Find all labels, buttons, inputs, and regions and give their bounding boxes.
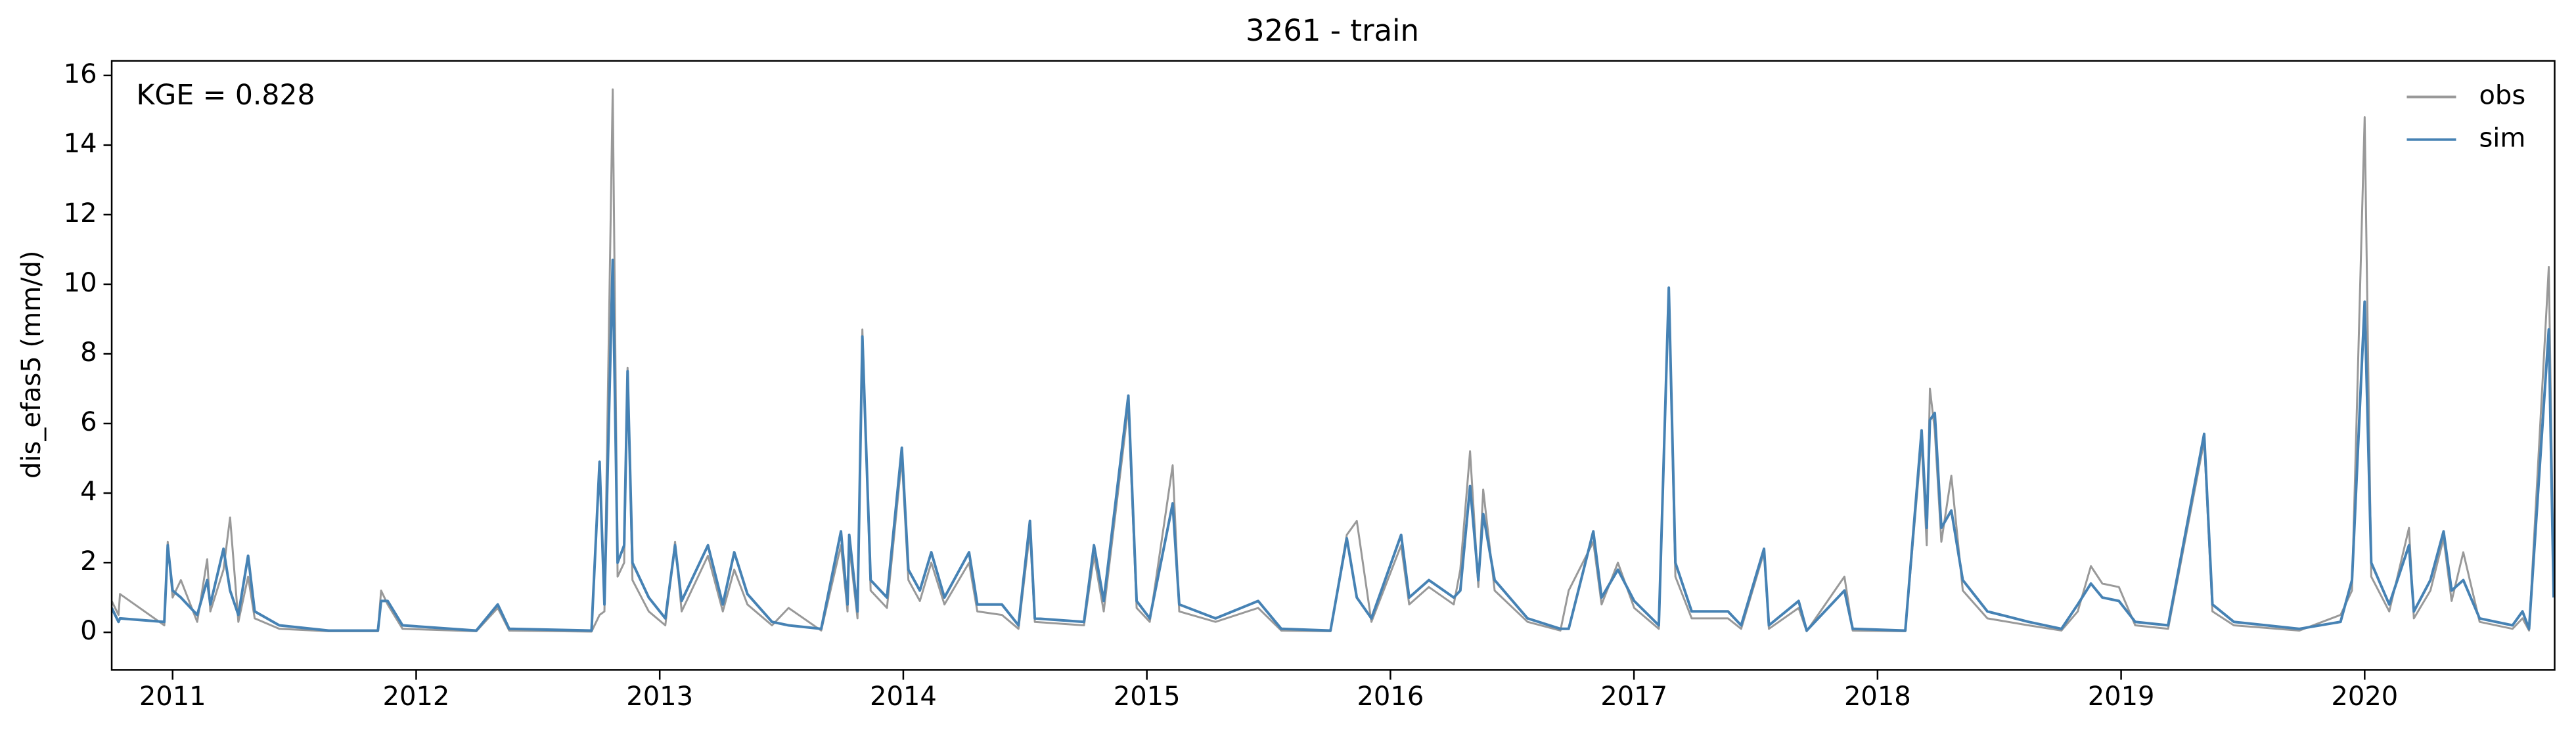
y-axis-label: dis_efas5 (mm/d) xyxy=(16,250,47,479)
x-tick-label: 2018 xyxy=(1844,681,1911,712)
x-tick-label: 2020 xyxy=(2331,681,2398,712)
y-tick-label: 14 xyxy=(64,129,97,159)
x-tick-label: 2015 xyxy=(1114,681,1181,712)
legend-label: obs xyxy=(2479,81,2525,111)
line-sim xyxy=(112,258,2555,632)
y-tick-label: 0 xyxy=(80,616,97,646)
y-tick-label: 8 xyxy=(80,337,97,368)
x-tick-label: 2012 xyxy=(383,681,450,712)
y-tick-label: 6 xyxy=(80,407,97,437)
x-tick-label: 2016 xyxy=(1357,681,1424,712)
y-tick-label: 4 xyxy=(80,477,97,507)
chart-title: 3261 - train xyxy=(1246,13,1419,48)
y-tick-label: 16 xyxy=(64,59,97,89)
x-tick-label: 2019 xyxy=(2088,681,2155,712)
legend-label: sim xyxy=(2479,123,2525,154)
x-tick-label: 2014 xyxy=(870,681,937,712)
x-tick-label: 2017 xyxy=(1600,681,1667,712)
x-tick-label: 2011 xyxy=(139,681,206,712)
annotation: KGE = 0.828 xyxy=(137,79,315,112)
line-obs xyxy=(112,88,2555,633)
y-tick-label: 12 xyxy=(64,198,97,228)
x-tick-label: 2013 xyxy=(626,681,693,712)
y-tick-label: 2 xyxy=(80,546,97,576)
plot-frame xyxy=(110,60,2556,671)
y-tick-label: 10 xyxy=(64,268,97,298)
